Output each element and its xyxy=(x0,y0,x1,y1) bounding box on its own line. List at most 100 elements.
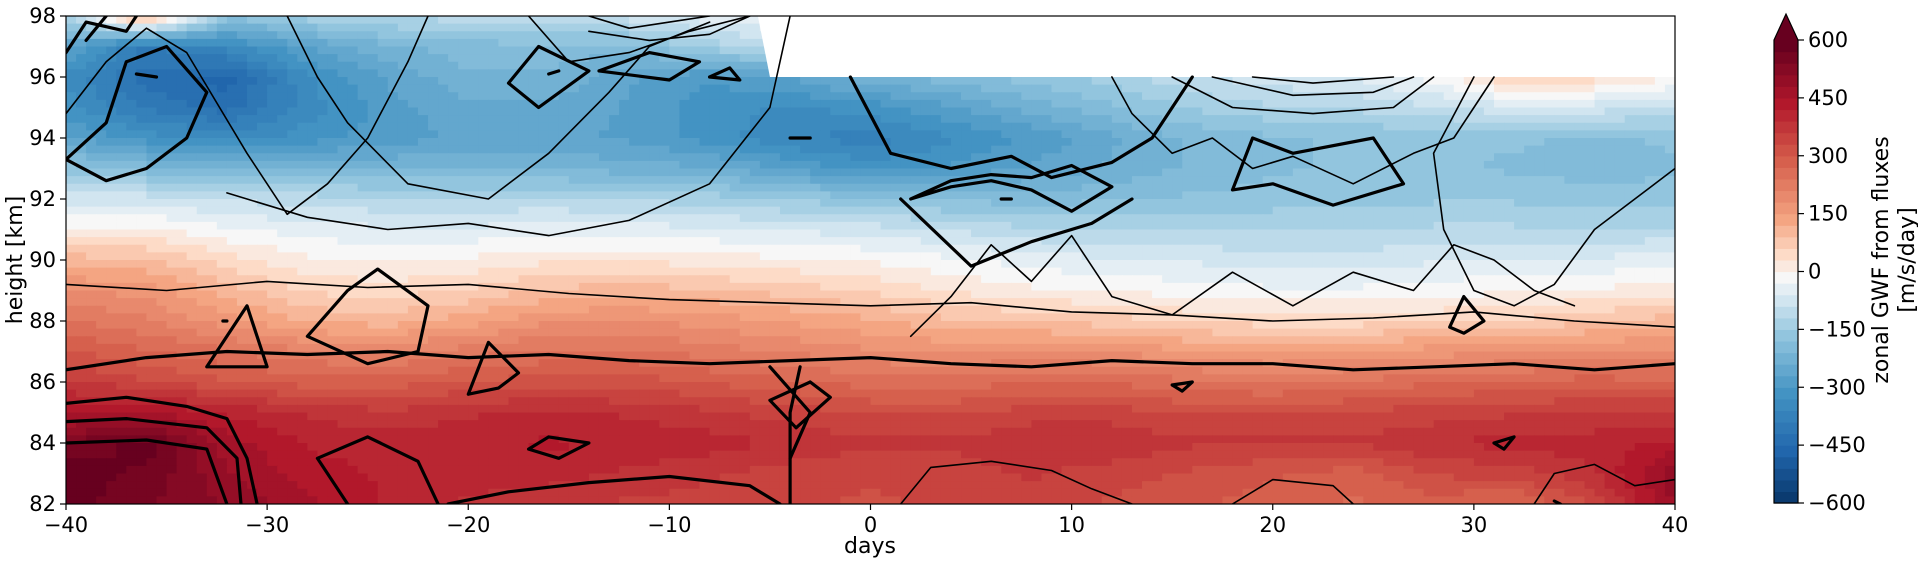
field-cell xyxy=(1403,199,1415,208)
field-cell xyxy=(699,54,711,63)
field-cell xyxy=(1131,92,1143,101)
field-cell xyxy=(1423,84,1435,93)
field-cell xyxy=(820,244,831,253)
field-cell xyxy=(417,46,429,55)
field-cell xyxy=(749,221,761,231)
field-cell xyxy=(619,183,630,192)
field-cell xyxy=(729,23,741,32)
field-cell xyxy=(277,54,288,63)
field-cell xyxy=(1212,183,1224,192)
field-cell xyxy=(639,38,650,48)
field-cell xyxy=(438,183,449,192)
field-cell xyxy=(1131,107,1143,116)
field-cell xyxy=(1232,244,1244,253)
field-cell xyxy=(257,61,268,70)
field-cell xyxy=(468,153,479,162)
field-cell xyxy=(1232,77,1244,86)
field-cell xyxy=(1433,176,1445,185)
field-cell xyxy=(1463,84,1475,93)
field-cell xyxy=(76,16,87,25)
field-cell xyxy=(1182,99,1193,109)
field-cell xyxy=(609,206,620,215)
field-cell xyxy=(659,153,670,162)
field-cell xyxy=(679,92,691,101)
field-cell xyxy=(1504,244,1515,253)
field-cell xyxy=(1111,130,1123,139)
field-cell xyxy=(528,145,540,154)
field-cell xyxy=(478,46,489,55)
field-cell xyxy=(417,191,429,200)
field-cell xyxy=(1192,138,1203,147)
field-cell xyxy=(236,153,248,162)
field-cell xyxy=(377,153,389,162)
field-cell xyxy=(739,92,751,101)
field-cell xyxy=(267,229,278,238)
field-cell xyxy=(699,153,711,162)
field-cell xyxy=(488,99,500,109)
field-cell xyxy=(598,115,610,124)
field-cell xyxy=(1363,92,1374,101)
field-cell xyxy=(1614,145,1626,154)
field-cell xyxy=(699,92,711,101)
field-cell xyxy=(337,54,349,63)
field-cell xyxy=(558,199,570,208)
field-cell xyxy=(176,191,188,200)
field-cell xyxy=(528,38,540,48)
field-cell xyxy=(669,206,681,215)
field-cell xyxy=(1021,244,1032,253)
field-cell xyxy=(588,77,600,86)
field-cell xyxy=(156,46,168,55)
field-cell xyxy=(357,237,369,246)
field-cell xyxy=(940,221,952,231)
field-cell xyxy=(277,176,288,185)
field-cell xyxy=(830,160,841,170)
field-cell xyxy=(478,54,489,63)
field-cell xyxy=(387,199,399,208)
field-cell xyxy=(1353,99,1364,109)
field-cell xyxy=(739,153,751,162)
field-cell xyxy=(1614,199,1626,208)
field-cell xyxy=(578,214,590,223)
field-cell xyxy=(568,84,580,93)
field-cell xyxy=(1343,145,1354,154)
field-cell xyxy=(659,168,670,177)
field-cell xyxy=(940,145,952,154)
field-cell xyxy=(1323,99,1334,109)
field-cell xyxy=(1051,130,1063,139)
field-cell xyxy=(1001,160,1012,170)
field-cell xyxy=(347,122,359,131)
field-cell xyxy=(1061,206,1073,215)
field-cell xyxy=(337,221,349,231)
field-cell xyxy=(659,206,670,215)
field-cell xyxy=(1483,130,1495,139)
field-cell xyxy=(387,244,399,253)
field-cell xyxy=(880,237,892,246)
field-cell xyxy=(1443,183,1455,192)
field-cell xyxy=(448,77,459,86)
field-cell xyxy=(1413,77,1425,86)
field-cell xyxy=(1664,122,1675,131)
field-cell xyxy=(1393,77,1405,86)
field-cell xyxy=(1192,84,1203,93)
field-cell xyxy=(387,115,399,124)
field-cell xyxy=(76,107,87,116)
field-cell xyxy=(116,38,127,48)
field-cell xyxy=(1152,176,1163,185)
field-cell xyxy=(719,69,731,78)
field-cell xyxy=(1393,237,1405,246)
field-cell xyxy=(588,176,600,185)
field-cell xyxy=(478,23,489,32)
field-cell xyxy=(850,145,862,154)
field-cell xyxy=(558,221,570,231)
field-cell xyxy=(528,61,540,70)
field-cell xyxy=(508,99,520,109)
field-cell xyxy=(800,77,811,86)
field-cell xyxy=(699,46,711,55)
field-cell xyxy=(96,130,107,139)
field-cell xyxy=(790,168,801,177)
field-cell xyxy=(186,199,198,208)
field-cell xyxy=(779,153,791,162)
field-cell xyxy=(1594,237,1606,246)
field-cell xyxy=(1353,115,1364,124)
field-cell xyxy=(518,229,530,238)
